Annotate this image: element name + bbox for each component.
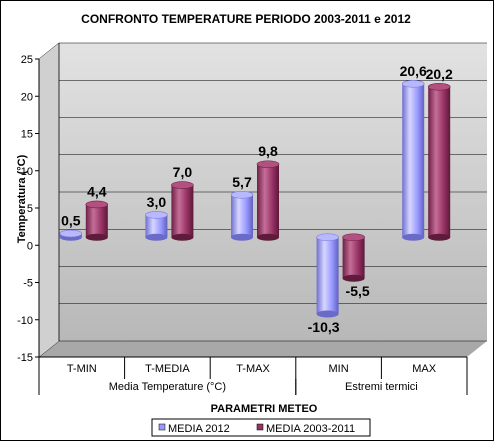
- data-label-media-2012-t-max: 5,7: [232, 174, 252, 190]
- y-tick-label: -10: [17, 315, 33, 327]
- data-label-media-2003-2011-t-media: 7,0: [173, 164, 193, 180]
- data-label-media-2012-t-min: 0,5: [61, 213, 81, 229]
- bar-body: [428, 86, 451, 238]
- bars: [59, 79, 451, 318]
- bar-cap: [342, 233, 365, 242]
- bar-media-2003-2011-max: [427, 82, 451, 241]
- bar-body: [171, 185, 194, 238]
- x-axis-title: PARAMETRI METEO: [211, 403, 318, 415]
- bar-media-2012-max: [401, 79, 425, 241]
- chart-title: CONFRONTO TEMPERATURE PERIODO 2003-2011 …: [81, 12, 411, 26]
- legend-label-media-2012: MEDIA 2012: [168, 423, 230, 435]
- bar-media-2003-2011-t-min: [85, 200, 109, 241]
- data-label-media-2003-2011-t-max: 9,8: [258, 143, 278, 159]
- data-label-media-2003-2011-t-min: 4,4: [87, 183, 107, 199]
- y-tick-label: 10: [21, 166, 33, 178]
- category-label-max: MAX: [412, 363, 437, 375]
- bar-body: [342, 237, 365, 279]
- bar-base: [342, 274, 365, 282]
- y-tick-label: -5: [23, 278, 33, 290]
- bar-body: [257, 164, 279, 238]
- data-labels: 0,5 3,0 5,7 -10,3 20,6 4,4 7,0 9,8 -5,5 20,2: [61, 63, 453, 335]
- category-label-t-media: T-MEDIA: [145, 363, 190, 375]
- bar-base: [428, 233, 451, 241]
- bar-body: [402, 83, 425, 238]
- bar-base: [257, 233, 279, 241]
- bar-cap: [427, 82, 451, 91]
- bar-body: [85, 204, 108, 238]
- legend-swatch-media-2003-2011: [256, 423, 264, 431]
- bar-media-2003-2011-t-media: [171, 181, 194, 241]
- legend-swatch-media-2012: [158, 423, 166, 431]
- data-label-media-2012-t-media: 3,0: [147, 194, 167, 210]
- category-label-t-max: T-MAX: [236, 363, 270, 375]
- y-tick-label: 25: [21, 54, 33, 66]
- group-label-media-temperature-c: Media Temperature (°C): [109, 381, 226, 393]
- bar-body: [145, 214, 168, 238]
- y-axis-title: Temperatura (°C): [16, 154, 28, 243]
- bar-base: [316, 310, 339, 318]
- bar-base: [145, 233, 168, 241]
- legend: MEDIA 2012 MEDIA 2003-2011: [151, 418, 371, 437]
- bar-media-2003-2011-t-max: [256, 160, 280, 241]
- bar-cap: [145, 211, 168, 219]
- bar-cap: [256, 160, 280, 169]
- bar-media-2012-t-min: [59, 229, 83, 241]
- category-label-min: MIN: [329, 363, 349, 375]
- y-axis: [35, 43, 60, 358]
- bar-cap: [59, 229, 83, 238]
- side-wall: [39, 43, 59, 357]
- data-label-media-2012-min: -10,3: [308, 319, 340, 335]
- bar-base: [231, 233, 253, 241]
- data-label-media-2003-2011-min: -5,5: [346, 283, 370, 299]
- y-tick-label: 5: [27, 203, 33, 215]
- x-axis: T-MIN T-MEDIA T-MAX MIN MAX Media Temperature…: [38, 356, 468, 395]
- bar-cap: [401, 79, 425, 88]
- group-label-estremi-termici: Estremi termici: [345, 381, 418, 393]
- bar-cap: [171, 181, 194, 189]
- y-tick-label: 0: [27, 240, 33, 252]
- y-tick-label: 20: [21, 91, 33, 103]
- bar-base: [171, 233, 194, 241]
- legend-label-media-2003-2011: MEDIA 2003-2011: [266, 423, 355, 435]
- category-label-t-min: T-MIN: [67, 363, 97, 375]
- bar-base: [85, 233, 108, 241]
- bar-body: [316, 237, 339, 314]
- y-tick-label: 15: [21, 129, 33, 141]
- bar-media-2012-t-media: [145, 211, 168, 241]
- bar-body: [231, 194, 253, 238]
- bar-media-2003-2011-min: [342, 233, 365, 282]
- bar-cap: [316, 233, 339, 242]
- bar-cap: [85, 200, 109, 209]
- bar-media-2012-t-max: [230, 190, 254, 241]
- y-tick-labels: 25 20 15 10 5 0 -5 -10 -15: [17, 54, 33, 364]
- data-label-media-2003-2011-max: 20,2: [426, 66, 453, 82]
- bar-media-2012-min: [316, 233, 339, 318]
- data-label-media-2012-max: 20,6: [400, 63, 427, 79]
- floor: [39, 341, 487, 357]
- bar-base: [402, 233, 425, 241]
- y-tick-label: -15: [17, 352, 33, 364]
- bar-cap: [230, 190, 254, 199]
